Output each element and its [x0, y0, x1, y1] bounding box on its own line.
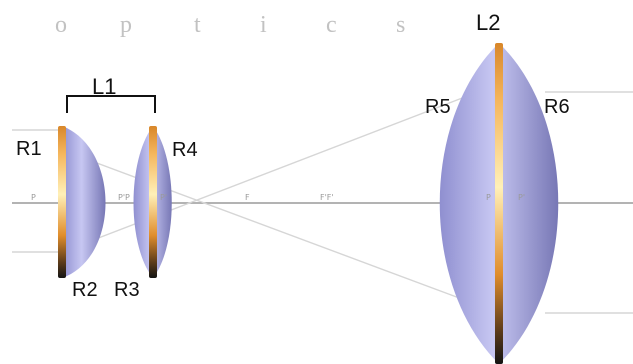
axis-mark-ff: F'F' [320, 193, 334, 202]
label-r2: R2 [72, 279, 98, 301]
brand-letter-t: t [194, 12, 201, 38]
lens-l1 [58, 126, 172, 278]
label-r6: R6 [544, 96, 570, 118]
ray-lower-through [61, 94, 471, 253]
ray-upper-through [61, 149, 471, 303]
brand-letter-i: i [260, 12, 267, 38]
label-r3: R3 [114, 279, 140, 301]
label-r4: R4 [172, 139, 198, 161]
axis-mark-p5: P' [518, 193, 525, 202]
lens-l1-element-2-core [149, 126, 157, 278]
label-r1: R1 [16, 138, 42, 160]
lens-l1-element-1 [62, 126, 106, 278]
axis-mark-f: F [245, 193, 250, 202]
lens-l2 [439, 43, 559, 364]
brand-letter-o: o [55, 12, 67, 38]
brand-wordmark: o p t i c s [55, 12, 405, 38]
brand-letter-c: c [326, 12, 337, 38]
label-l2: L2 [476, 10, 500, 35]
lens-l1-element-1-core [58, 126, 66, 278]
axis-mark-p1: P [31, 193, 36, 202]
label-r5: R5 [425, 96, 451, 118]
l1-bracket [66, 95, 156, 113]
axis-mark-p3: P' [160, 193, 167, 202]
brand-letter-s: s [396, 12, 405, 38]
ray-paths [12, 91, 633, 314]
axis-mark-p4: P [486, 193, 491, 202]
lens-l2-core [495, 43, 503, 364]
axis-mark-p2: P'P [118, 193, 130, 202]
brand-letter-p: p [120, 12, 132, 38]
label-l1: L1 [92, 74, 116, 99]
